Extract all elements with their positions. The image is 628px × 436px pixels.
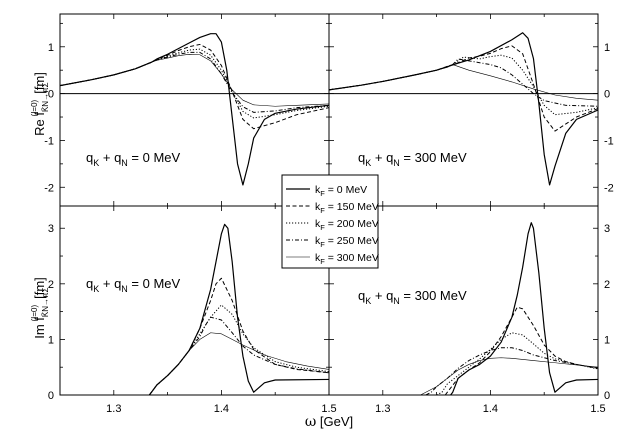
- panel-annotation: qK + qN = 300 MeV: [358, 288, 467, 306]
- series-line-dashdot: [60, 51, 329, 113]
- series-group: [148, 223, 329, 395]
- y-title-top-unit: [fm]: [32, 72, 47, 94]
- x-tick-label: 1.4: [483, 403, 498, 415]
- x-axis-title: ω [GeV]: [305, 414, 353, 430]
- y-tick-label: 3: [48, 223, 54, 235]
- legend: kF = 0 MeV kF = 150 MeV kF = 200 MeV kF = 2…: [281, 174, 379, 269]
- series-line-thin: [420, 357, 598, 395]
- y-title-top-sub: K̄N→πΣ: [41, 82, 50, 112]
- y-tick-label: 0: [604, 390, 610, 402]
- y-tick-label: 0: [48, 89, 54, 101]
- series-group: [60, 33, 329, 186]
- legend-label: kF = 250 MeV: [315, 235, 379, 249]
- y-title-bottom-unit: [fm]: [32, 277, 47, 299]
- x-tick-label: 1.5: [321, 403, 336, 415]
- series-line-dash: [148, 277, 329, 395]
- panel-annotation: qK + qN = 300 MeV: [358, 150, 467, 168]
- y-tick-label: -2: [604, 182, 614, 194]
- series-line-dash: [60, 43, 329, 130]
- legend-label: kF = 300 MeV: [315, 252, 379, 266]
- panel-annotation: qK + qN = 0 MeV: [86, 276, 181, 294]
- y-tick-label: 0: [604, 89, 610, 101]
- y-tick-label: 0: [48, 390, 54, 402]
- x-tick-label: 1.3: [375, 403, 390, 415]
- y-tick-label: 2: [48, 279, 54, 291]
- panel-re-0: -2 -1 0 1 qK + qN = 0 MeV: [44, 13, 330, 207]
- series-line-dash: [444, 306, 598, 395]
- x-tick-label: 1.4: [214, 403, 229, 415]
- y-tick-label: 1: [48, 42, 54, 54]
- y-title-top-sup: (I=0): [30, 99, 39, 116]
- series-line-thin: [149, 332, 329, 395]
- y-tick-label: -1: [44, 135, 54, 147]
- x-title-main: ω: [305, 414, 316, 430]
- panel-frame: [328, 205, 599, 396]
- y-tick-label: -2: [44, 182, 54, 194]
- series-line-dash: [329, 45, 598, 132]
- series-line-dashdot: [329, 58, 598, 107]
- series-line-dot: [60, 48, 329, 119]
- x-title-unit: [GeV]: [316, 414, 353, 429]
- svg-text:Im fK̄N→πΣ(I=0)[fm]: Im fK̄N→πΣ(I=0) [fm]: [30, 277, 50, 339]
- y-tick-label: 1: [48, 334, 54, 346]
- series-line-dot: [329, 54, 598, 116]
- series-group: [420, 222, 598, 395]
- series-line-thin: [329, 64, 598, 101]
- series-line-dashdot: [425, 347, 598, 395]
- y-tick-label: -1: [604, 135, 614, 147]
- legend-label: kF = 150 MeV: [315, 201, 379, 215]
- series-line-thin: [60, 53, 329, 107]
- y-axis-title-top: Re fK̄N→πΣ(I=0) [fm]: [30, 72, 50, 136]
- panel-re-300: -2 -1 0 1 qK + qN = 300 MeV: [328, 13, 614, 207]
- y-tick-label: 1: [604, 42, 610, 54]
- legend-box: [281, 174, 379, 269]
- y-tick-label: 3: [604, 223, 610, 235]
- x-tick-label: 1.5: [590, 403, 605, 415]
- y-title-bottom-sup: (I=0): [30, 305, 39, 322]
- y-axis-title-bottom: Im fK̄N→πΣ(I=0) [fm]: [30, 277, 50, 339]
- legend-label: kF = 0 MeV: [315, 184, 367, 198]
- chart-panels: -2 -1 0 1 qK + qN = 0 MeV -2 -1 0 1 qK + qN = 300…: [44, 13, 614, 415]
- x-tick-label: 1.3: [106, 403, 121, 415]
- y-title-top-main: Re f: [32, 112, 47, 136]
- y-tick-label: 2: [604, 279, 610, 291]
- y-title-bottom-main: Im f: [32, 317, 47, 339]
- legend-label: kF = 200 MeV: [315, 218, 379, 232]
- y-title-bottom-sub: K̄N→πΣ: [41, 287, 50, 317]
- panel-annotation: qK + qN = 0 MeV: [86, 150, 181, 168]
- series-line-solid: [450, 222, 598, 395]
- svg-text:Re fK̄N→πΣ(I=0)[fm]: Re fK̄N→πΣ(I=0) [fm]: [30, 72, 50, 136]
- y-tick-label: 1: [604, 334, 610, 346]
- series-line-dot: [148, 304, 329, 395]
- series-group: [329, 32, 598, 186]
